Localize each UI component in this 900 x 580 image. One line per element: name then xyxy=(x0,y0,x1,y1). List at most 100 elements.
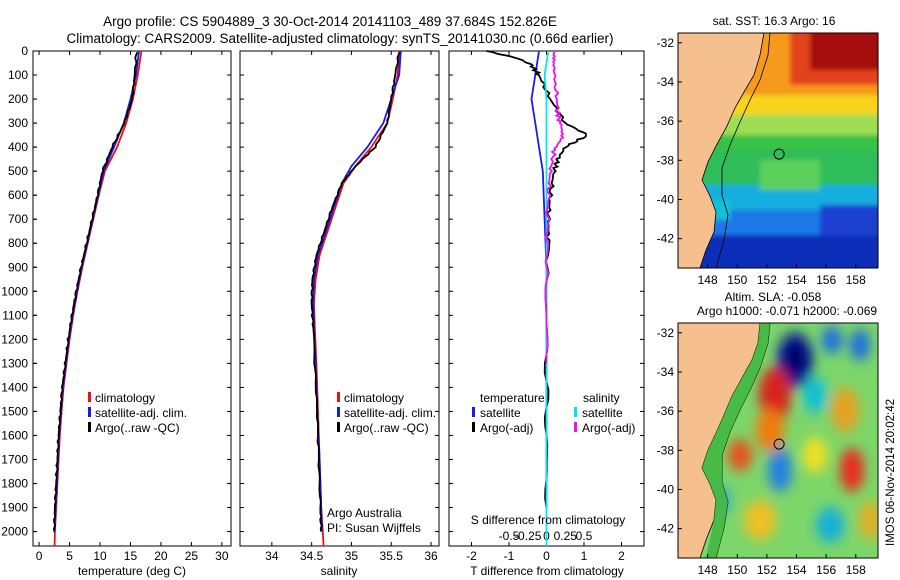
depth-tick-label: 1300 xyxy=(1,356,28,370)
s-tick-label: -0.5 xyxy=(499,529,520,543)
difference-panel: -2 -1 0 1 2-0.5-0.25 0 0.250.5 xyxy=(448,50,645,563)
sst-coast-contour xyxy=(715,33,771,268)
salinity-axes xyxy=(239,50,440,547)
depth-tick-label: 900 xyxy=(8,260,28,274)
depth-tick-label: 800 xyxy=(8,236,28,250)
temperature-axes xyxy=(32,50,232,547)
temperature-legend: climatology satellite-adj. clim. Argo(..… xyxy=(88,391,187,435)
depth-tick-label: 1600 xyxy=(1,428,28,442)
depth-tick-label: 700 xyxy=(8,212,28,226)
sst-map xyxy=(678,33,878,268)
lat-tick-label: -32 xyxy=(657,326,675,340)
series-line-argo-raw-qc- xyxy=(52,51,139,532)
lat-tick-label: -34 xyxy=(657,75,675,89)
depth-tick-label: 1000 xyxy=(1,284,28,298)
legend-swatch-argo xyxy=(88,422,91,432)
legend-label-satellite: satellite-adj. clim. xyxy=(95,406,187,420)
depth-tick-label: 600 xyxy=(8,188,28,202)
legend-title-salinity: salinity xyxy=(583,391,620,405)
sla-title: Altim. SLA: -0.058 xyxy=(725,290,822,304)
depth-tick-label: 1800 xyxy=(1,477,28,491)
lat-tick-label: -40 xyxy=(657,482,675,496)
s-difference-label: S difference from climatology xyxy=(471,513,626,527)
lon-tick-label: 148 xyxy=(698,563,718,577)
depth-tick-label: 1700 xyxy=(1,452,28,466)
x-tick-label: 35 xyxy=(345,549,359,563)
legend-label-argo: Argo(..raw -QC) xyxy=(344,421,429,435)
header-line-2: Climatology: CARS2009. Satellite-adjuste… xyxy=(66,31,613,46)
lon-tick-label: 156 xyxy=(816,273,836,287)
temperature-panel: 0 5 10 15 20 25 30 xyxy=(32,50,232,563)
sla-subtitle: Argo h1000: -0.071 h2000: -0.069 xyxy=(697,304,877,318)
legend-swatch-t-satellite xyxy=(472,407,475,417)
imos-timestamp: IMOS 06-Nov-2014 20:02:42 xyxy=(885,399,897,546)
depth-tick-label: 500 xyxy=(8,164,28,178)
s-tick-label: 0.5 xyxy=(576,529,593,543)
s-tick-label: -0.25 xyxy=(514,529,542,543)
lon-tick-label: 154 xyxy=(787,563,807,577)
legend-swatch-climatology xyxy=(337,392,340,402)
series-line-s-argo-adj- xyxy=(544,50,565,364)
depth-tick-label: 400 xyxy=(8,140,28,154)
lon-tick-label: 152 xyxy=(757,273,777,287)
legend-swatch-satellite xyxy=(337,407,340,417)
sla-argo-marker xyxy=(773,438,785,450)
x-tick-label: 20 xyxy=(154,549,168,563)
sst-map-frame xyxy=(677,32,879,269)
depth-axis: 0 100 200 300 400 500 600 700 800 900 1000 1100 1200… xyxy=(1,44,37,539)
difference-legend: temperature satellite Argo(-adj) salinit… xyxy=(472,391,635,435)
legend-label-argo: Argo(..raw -QC) xyxy=(95,421,180,435)
pi-label: PI: Susan Wijffels xyxy=(327,521,421,535)
sst-axis: 148 150 152 154 156 158 -32 -34 -36 -38 -40 -42 xyxy=(657,36,866,287)
legend-label-s-satellite: satellite xyxy=(582,406,623,420)
depth-tick-label: 100 xyxy=(8,68,28,82)
depth-tick-label: 200 xyxy=(8,92,28,106)
legend-label-satellite: satellite-adj. clim. xyxy=(344,406,436,420)
lat-tick-label: -38 xyxy=(657,443,675,457)
legend-title-temperature: temperature xyxy=(480,391,545,405)
depth-tick-label: 1200 xyxy=(1,332,28,346)
s-tick-label: 0.25 xyxy=(554,529,578,543)
x-tick-label: 25 xyxy=(185,549,199,563)
lon-tick-label: 150 xyxy=(727,273,747,287)
x-tick-label: 36 xyxy=(424,549,438,563)
sst-land xyxy=(678,33,765,268)
lon-tick-label: 152 xyxy=(757,563,777,577)
legend-swatch-satellite xyxy=(88,407,91,417)
x-tick-label: -2 xyxy=(466,549,477,563)
lon-tick-label: 154 xyxy=(787,273,807,287)
legend-label-s-argo: Argo(-adj) xyxy=(582,421,635,435)
lat-tick-label: -42 xyxy=(657,522,675,536)
x-tick-label: -1 xyxy=(504,549,515,563)
depth-tick-label: 0 xyxy=(21,44,28,58)
sst-argo-marker xyxy=(773,148,785,160)
legend-swatch-t-argo xyxy=(472,422,475,432)
sla-axis: 148 150 152 154 156 158 -32 -34 -36 -38 -40 -42 xyxy=(657,326,866,577)
x-tick-label: 0 xyxy=(543,549,550,563)
sla-map-frame xyxy=(677,322,879,559)
lat-tick-label: -38 xyxy=(657,153,675,167)
argo-australia-label: Argo Australia xyxy=(327,506,402,520)
x-tick-label: 0 xyxy=(36,549,43,563)
series-line-argo-raw-qc- xyxy=(310,51,401,532)
temperature-xlabel: temperature (deg C) xyxy=(78,564,186,578)
sst-title: sat. SST: 16.3 Argo: 16 xyxy=(713,14,836,28)
lon-tick-label: 156 xyxy=(816,563,836,577)
legend-swatch-argo xyxy=(337,422,340,432)
depth-tick-label: 2000 xyxy=(1,525,28,539)
lon-tick-label: 158 xyxy=(846,563,866,577)
x-tick-label: 10 xyxy=(93,549,107,563)
depth-tick-label: 300 xyxy=(8,116,28,130)
x-tick-label: 2 xyxy=(618,549,625,563)
lat-tick-label: -42 xyxy=(657,232,675,246)
legend-swatch-climatology xyxy=(88,392,91,402)
legend-label-climatology: climatology xyxy=(344,391,404,405)
depth-tick-label: 1400 xyxy=(1,380,28,394)
x-tick-label: 34.5 xyxy=(300,549,324,563)
lat-tick-label: -40 xyxy=(657,192,675,206)
sla-map xyxy=(678,323,878,558)
legend-label-climatology: climatology xyxy=(95,391,155,405)
header-line-1: Argo profile: CS 5904889_3 30-Oct-2014 2… xyxy=(103,14,557,29)
lon-tick-label: 150 xyxy=(727,563,747,577)
